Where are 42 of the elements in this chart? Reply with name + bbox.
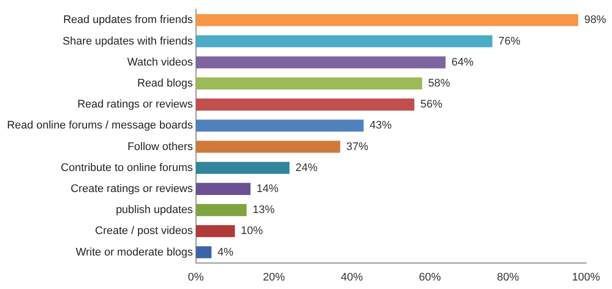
bar	[196, 35, 492, 48]
bar	[196, 98, 414, 111]
data-label: 56%	[420, 98, 443, 111]
data-label: 24%	[296, 162, 318, 174]
x-tick-label: 100%	[572, 271, 600, 284]
data-label: 64%	[452, 56, 474, 68]
y-tick-label: publish updates	[116, 204, 194, 216]
y-tick-label: Read updates from friends	[63, 14, 194, 26]
y-tick-label: Follow others	[127, 140, 194, 153]
y-tick-label: Read ratings or reviews	[77, 98, 194, 111]
y-tick-label: Create ratings or reviews	[70, 182, 194, 195]
x-tick-label: 20%	[262, 271, 286, 284]
y-tick-label: Read online forums / message boards	[6, 120, 194, 132]
data-label: 98%	[584, 14, 606, 26]
bar	[196, 120, 364, 132]
bar	[196, 56, 446, 68]
bar	[196, 162, 290, 174]
bar	[196, 225, 235, 238]
bar	[196, 182, 250, 195]
data-label: 14%	[256, 182, 279, 195]
data-label: 13%	[252, 204, 275, 216]
data-label: 76%	[498, 35, 521, 48]
y-tick-label: Read blogs	[137, 77, 194, 90]
y-tick-label: Create / post videos	[95, 225, 194, 238]
bar	[196, 14, 578, 26]
x-tick-label: 40%	[340, 271, 364, 284]
y-tick-label: Watch videos	[127, 56, 194, 68]
y-tick-label: Contribute to online forums	[60, 162, 194, 174]
y-tick-label: Share updates with friends	[62, 35, 194, 48]
bar	[196, 246, 212, 258]
data-label: 37%	[346, 140, 368, 153]
bar	[196, 77, 422, 90]
data-label: 10%	[240, 225, 264, 238]
x-tick-label: 60%	[418, 271, 442, 284]
x-tick-label: 80%	[496, 271, 520, 284]
data-label: 4%	[217, 246, 234, 258]
bar	[196, 140, 340, 153]
data-label: 58%	[428, 77, 450, 90]
bar	[196, 204, 247, 216]
x-tick-label: 0%	[188, 271, 204, 284]
data-label: 43%	[370, 120, 392, 132]
y-tick-label: Write or moderate blogs	[76, 246, 194, 258]
